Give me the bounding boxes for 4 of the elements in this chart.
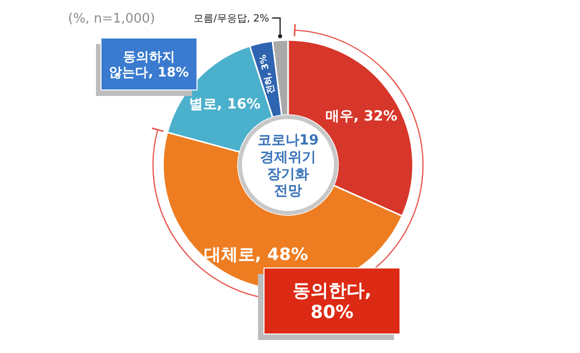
annotation: (%, n=1,000)	[68, 12, 156, 27]
title: 코로나19 경제위기 장기화 전망	[257, 132, 319, 200]
annotation: 동의한다, 80%	[292, 280, 372, 324]
annotation: 동의하지 않는다, 18%	[109, 50, 189, 80]
